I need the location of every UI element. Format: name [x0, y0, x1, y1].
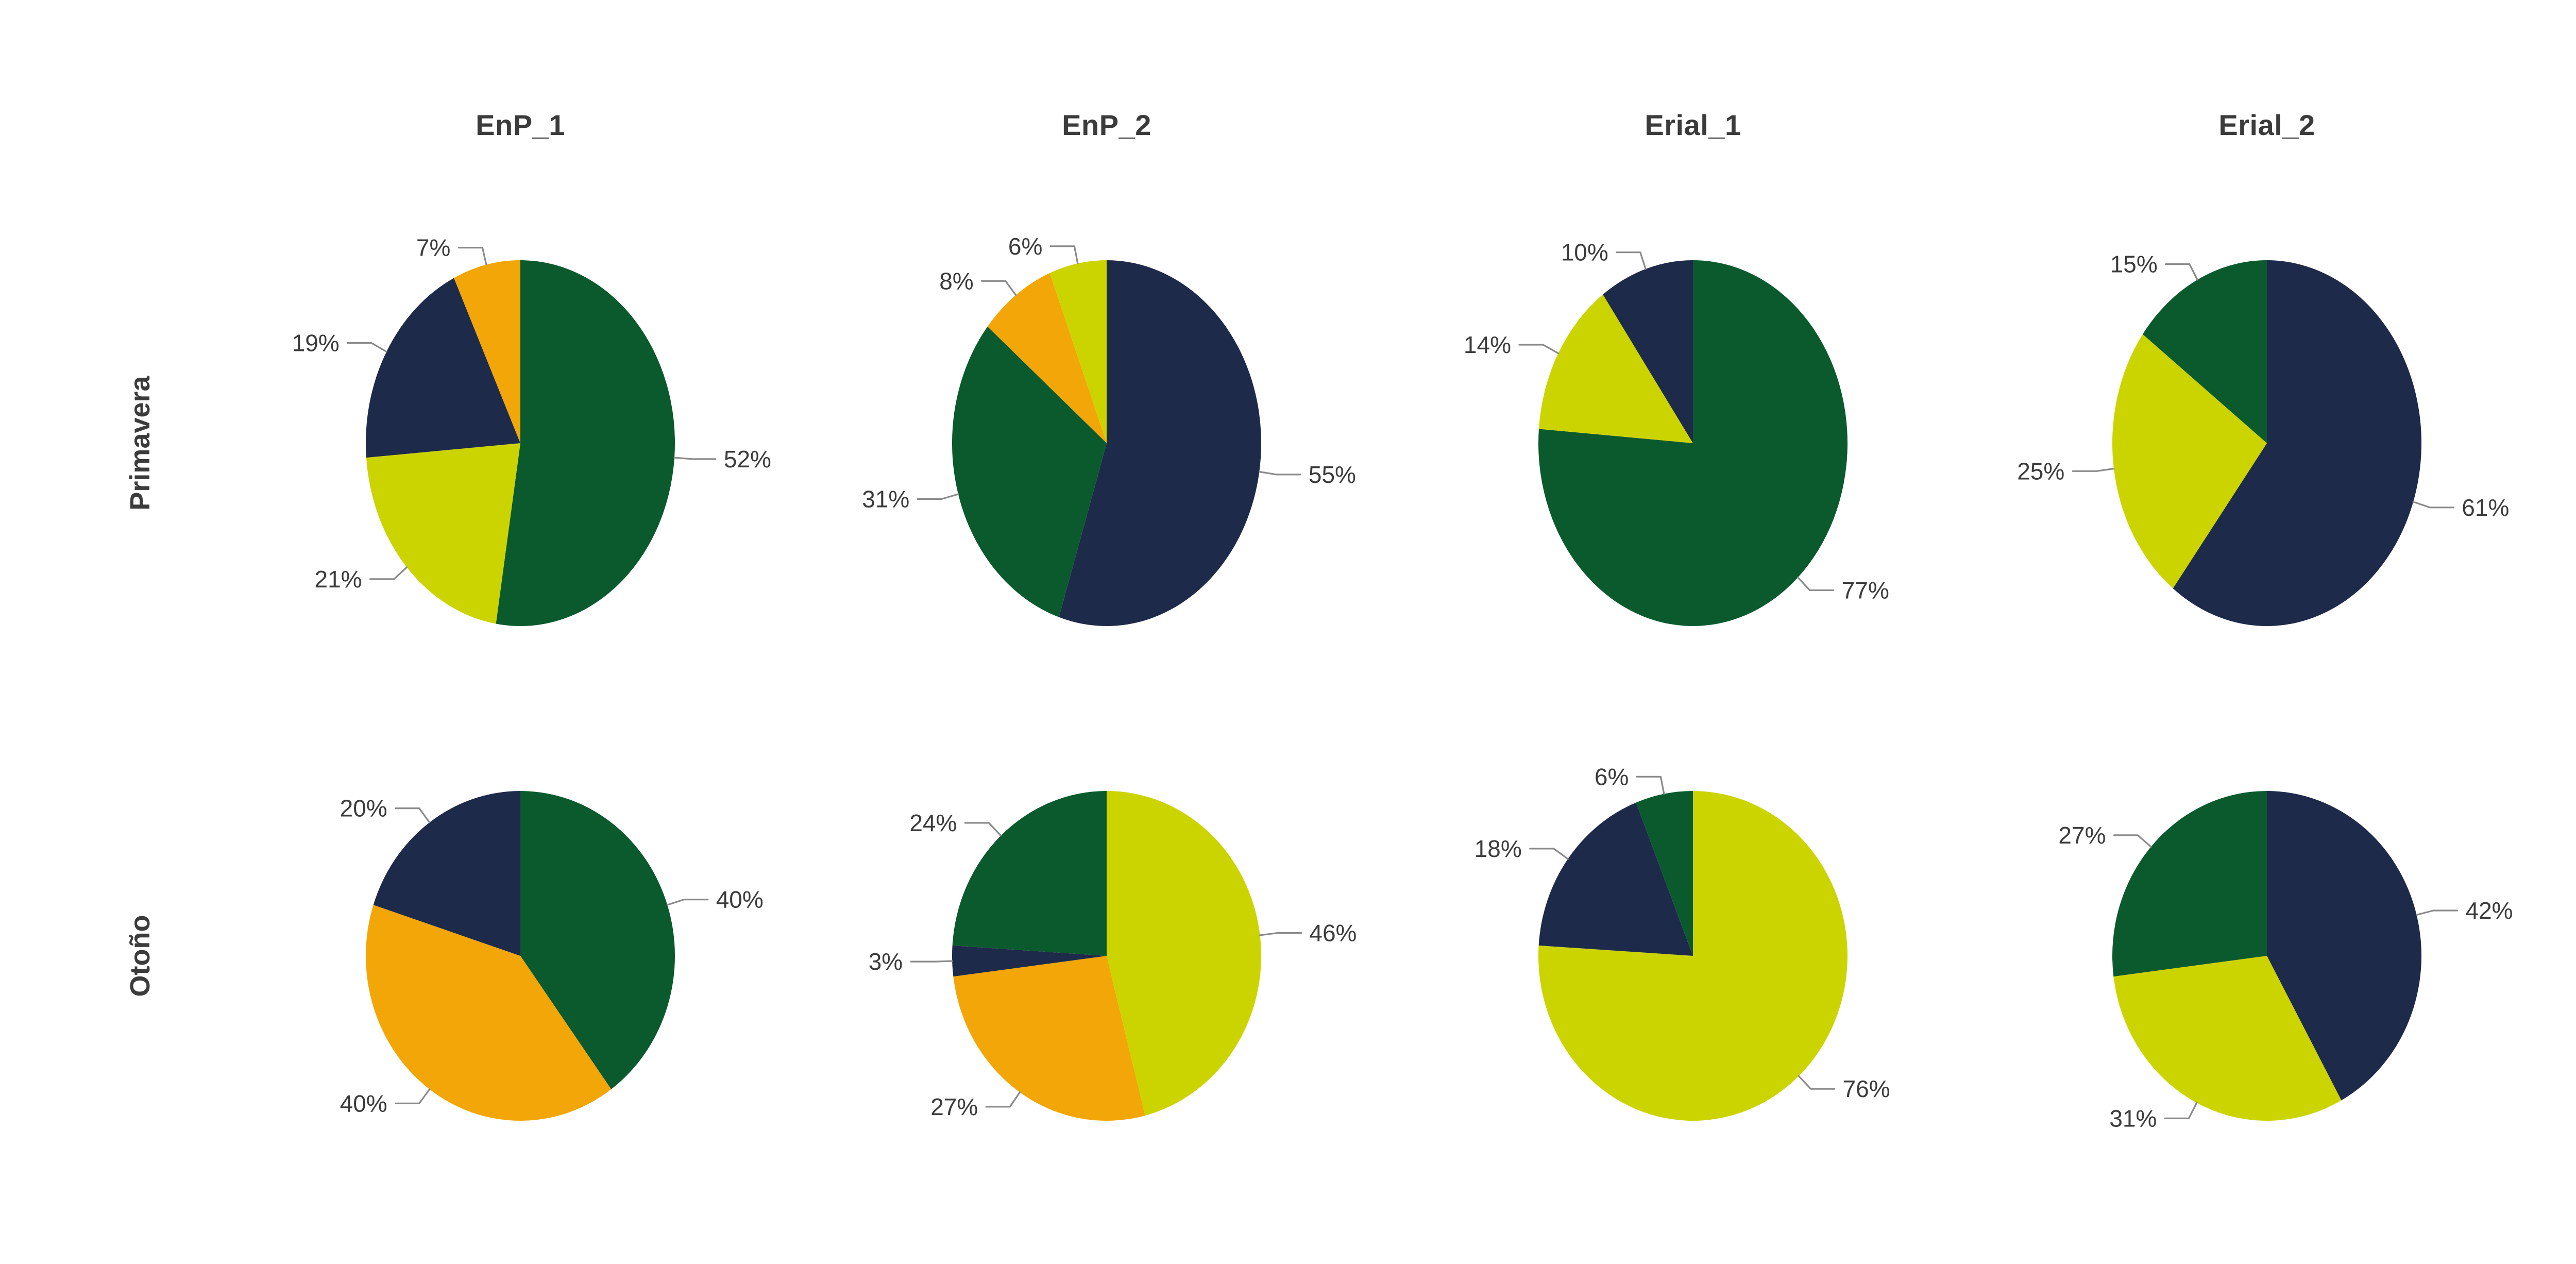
slice-percent-label: 3% [869, 948, 903, 975]
legend-title-line1: Interés de los [2545, 546, 2576, 578]
leader-line [964, 822, 1002, 837]
slice-percent-label: 27% [930, 1093, 978, 1120]
leader-line [2072, 467, 2115, 472]
pie-chart-enp_1-otono: 40% 40% 20% [232, 698, 809, 1214]
pie-slice-cat-2 [952, 791, 1107, 956]
slice-percent-label: 40% [716, 886, 764, 913]
row-label-otono: Otoño [125, 915, 156, 997]
leader-line [2165, 263, 2198, 281]
leader-line [395, 807, 431, 823]
slice-percent-label: 31% [2109, 1105, 2157, 1132]
pie-slice-cat-1 [366, 278, 520, 458]
leader-line [2416, 909, 2459, 916]
slice-percent-label: 77% [1842, 577, 1889, 604]
slice-percent-label: 21% [315, 566, 362, 593]
leader-line [1258, 470, 1301, 476]
slice-percent-label: 55% [1309, 461, 1356, 488]
leader-line [369, 566, 408, 580]
legend: Interés de loselementos2134 [2545, 546, 2576, 855]
pie-slice-cat-2 [1538, 260, 1848, 627]
leader-line [457, 247, 487, 266]
slice-percent-label: 6% [1008, 233, 1042, 260]
leader-line [347, 342, 387, 353]
pie-chart-enp_1-primavera: 52% 21% 19% 7% [232, 186, 809, 701]
slice-percent-label: 18% [1475, 835, 1522, 862]
leader-line [917, 493, 959, 500]
pie-slice-cat-3 [1049, 260, 1107, 443]
leader-line [2113, 834, 2152, 848]
slice-percent-label: 52% [724, 446, 771, 473]
slice-percent-label: 10% [1561, 239, 1608, 266]
pie-slice-cat-2 [520, 791, 675, 1089]
leader-line [1636, 776, 1665, 795]
slice-percent-label: 76% [1843, 1075, 1890, 1102]
leader-line [910, 960, 953, 963]
pie-slice-cat-1 [1603, 260, 1693, 443]
leader-line [1518, 344, 1560, 355]
leader-line [1798, 1075, 1836, 1090]
slice-percent-label: 20% [340, 795, 387, 822]
leader-line [1529, 848, 1569, 860]
slice-percent-label: 40% [340, 1090, 387, 1117]
pie-slice-cat-4 [953, 956, 1145, 1121]
pie-slice-cat-4 [366, 905, 612, 1121]
pie-slice-cat-3 [1538, 294, 1693, 443]
leader-line [1797, 577, 1835, 592]
leader-line [981, 280, 1017, 296]
slice-percent-label: 7% [416, 234, 450, 261]
pie-slice-cat-3 [2112, 334, 2267, 588]
pie-slice-cat-1 [2267, 791, 2421, 1101]
pie-chart-erial_2-primavera: 61% 25% 15% [1978, 186, 2555, 701]
pie-slice-cat-4 [454, 260, 520, 443]
pie-chart-erial_1-otono: 76% 18% 6% [1404, 698, 1981, 1214]
pie-slice-cat-2 [2142, 260, 2267, 443]
pie-slice-cat-3 [366, 443, 520, 624]
pie-chart-erial_2-otono: 42% 31% 27% [1978, 698, 2555, 1214]
legend-title-line2: elementos [2545, 578, 2576, 610]
column-title-enp_1: EnP_1 [476, 109, 565, 141]
slice-percent-label: 19% [292, 330, 340, 357]
slice-percent-label: 46% [1309, 920, 1357, 947]
pie-slice-cat-1 [373, 791, 520, 956]
leader-line [1259, 932, 1302, 936]
slice-percent-label: 61% [2462, 494, 2509, 521]
slice-percent-label: 6% [1595, 763, 1629, 790]
pie-chart-enp_2-otono: 46% 27% 3% 24% [818, 698, 1395, 1214]
slice-percent-label: 8% [939, 267, 973, 294]
slice-percent-label: 15% [2110, 251, 2158, 278]
leader-line [1049, 245, 1079, 264]
pie-slice-cat-2 [496, 260, 675, 626]
leader-line [985, 1091, 1021, 1108]
pie-slice-cat-3 [1107, 791, 1261, 1116]
slice-percent-label: 14% [1464, 331, 1511, 358]
leader-line [2164, 1102, 2198, 1119]
slice-percent-label: 27% [2058, 822, 2106, 849]
pie-slice-cat-1 [2173, 260, 2421, 626]
pie-chart-erial_1-primavera: 77% 14% 10% [1404, 186, 1981, 701]
slice-percent-label: 24% [909, 810, 957, 836]
leader-line [395, 1088, 431, 1104]
leader-line [673, 457, 717, 460]
leader-line [1616, 251, 1647, 270]
slice-percent-label: 25% [2017, 458, 2064, 484]
leader-line [2412, 501, 2454, 509]
column-title-erial_1: Erial_1 [1645, 109, 1741, 141]
pie-slice-cat-2 [1636, 791, 1693, 956]
leader-line [666, 899, 709, 906]
slice-percent-label: 31% [862, 486, 909, 513]
pie-slice-cat-3 [2113, 956, 2342, 1121]
column-title-enp_2: EnP_2 [1062, 109, 1151, 141]
pie-slice-cat-2 [2112, 791, 2267, 977]
row-label-primavera: Primavera [125, 376, 156, 511]
pie-chart-enp_2-primavera: 55% 31% 8% 6% [818, 186, 1395, 701]
pie-slice-cat-1 [952, 945, 1107, 977]
pie-slice-cat-2 [952, 326, 1107, 617]
slice-percent-label: 42% [2466, 897, 2513, 924]
column-title-erial_2: Erial_2 [2218, 109, 2315, 141]
pie-slice-cat-1 [1538, 802, 1693, 956]
pie-slice-cat-4 [987, 273, 1107, 443]
pie-slice-cat-1 [1059, 260, 1262, 626]
